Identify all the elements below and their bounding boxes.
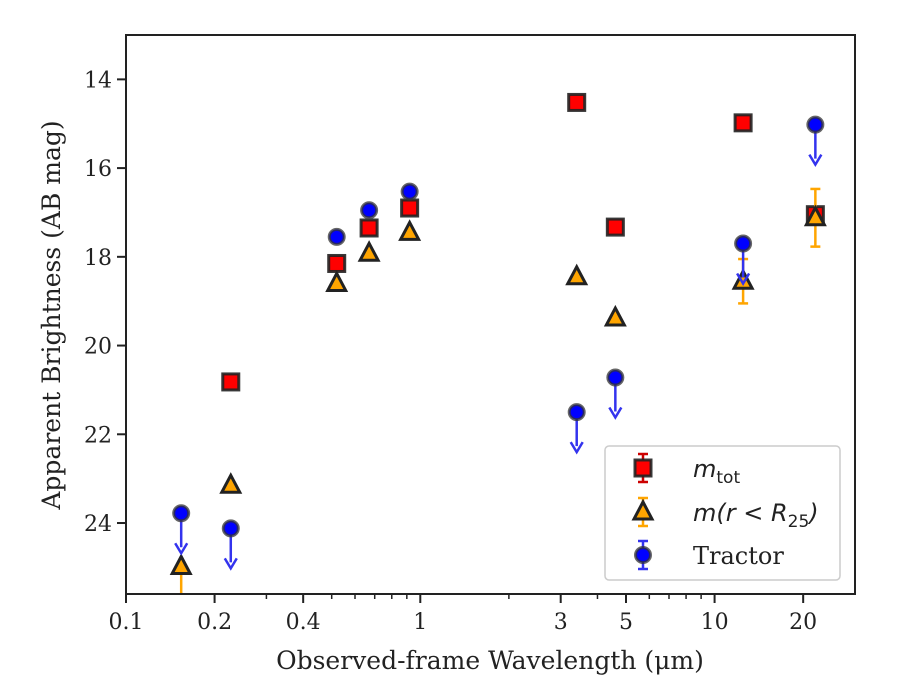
x-tick-label: 0.2 [197, 610, 232, 635]
data-point [325, 270, 349, 292]
legend-entry: m(r < R25) [631, 496, 819, 532]
y-axis-ticks: 14 16 18 20 22 24 [84, 68, 126, 537]
series-square [221, 92, 825, 392]
limit-arrow-head [223, 557, 238, 571]
legend-marker [634, 546, 652, 564]
y-tick-label: 14 [84, 68, 112, 93]
y-tick-label: 16 [84, 157, 112, 182]
data-point [221, 372, 241, 392]
data-point [398, 219, 422, 241]
data-point [357, 240, 381, 262]
limit-arrow-head [174, 542, 189, 556]
series-circle [172, 115, 825, 571]
x-tick-label: 10 [701, 610, 729, 635]
data-point [567, 92, 587, 112]
data-point [606, 368, 625, 387]
data-point [803, 204, 827, 227]
data-point [359, 218, 379, 238]
limit-arrow-head [608, 406, 623, 420]
legend-marker [631, 498, 655, 521]
legend-label: Tractor [693, 542, 784, 570]
data-point [219, 472, 243, 494]
data-point [605, 217, 625, 237]
plot-frame [125, 34, 856, 595]
y-tick-label: 18 [84, 246, 112, 271]
data-point [400, 198, 420, 218]
limit-arrow-head [736, 272, 751, 286]
legend-entries: mtot m(r < R25) Tractor [631, 452, 819, 571]
x-tick-label: 20 [789, 610, 817, 635]
legend-entry: Tractor [634, 539, 784, 571]
x-tick-label: 3 [554, 610, 568, 635]
data-point [567, 403, 586, 422]
limit-arrow-head [175, 596, 187, 606]
data-point [360, 201, 379, 220]
legend-entry: mtot [633, 452, 740, 488]
data-point [169, 553, 193, 575]
data-point [731, 268, 755, 290]
data-point [733, 113, 753, 133]
legend-marker [633, 458, 653, 478]
data-point [603, 304, 627, 327]
limit-arrow-head [808, 153, 823, 168]
x-tick-label: 0.4 [286, 610, 321, 635]
legend-box [604, 445, 841, 581]
data-point [400, 182, 419, 201]
data-marks [169, 92, 827, 606]
y-tick-label: 20 [84, 335, 112, 360]
limit-arrow-head [569, 441, 584, 455]
y-axis-title: Apparent Brightness (AB mag) [37, 120, 66, 510]
data-point [565, 263, 589, 286]
x-tick-label: 1 [413, 610, 427, 635]
legend-label: mtot [693, 455, 740, 488]
data-point [734, 234, 753, 253]
data-point [172, 504, 191, 523]
x-tick-label: 0.1 [109, 610, 144, 635]
data-point [327, 227, 346, 246]
x-axis-ticks: 0.1 0.2 0.4 1 3 5 10 20 [109, 594, 817, 635]
data-point [806, 115, 825, 134]
x-axis-title: Observed-frame Wavelength (μm) [276, 646, 704, 675]
y-tick-label: 22 [84, 423, 112, 448]
x-tick-label: 5 [619, 610, 633, 635]
legend-label: m(r < R25) [693, 499, 819, 532]
legend: mtot m(r < R25) Tractor [604, 445, 841, 581]
data-point [221, 519, 240, 538]
y-tick-label: 24 [84, 512, 112, 537]
data-point [327, 253, 347, 273]
